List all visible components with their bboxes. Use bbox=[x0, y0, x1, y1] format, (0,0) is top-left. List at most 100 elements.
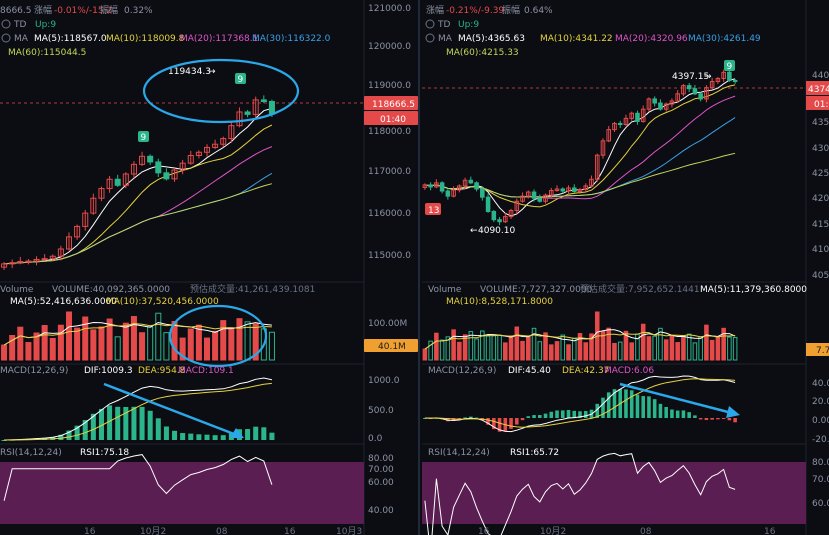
volume-bar bbox=[422, 348, 428, 361]
header-change-label: 涨幅 bbox=[426, 4, 444, 16]
td-marker bbox=[425, 203, 441, 215]
last-price-tag bbox=[806, 81, 829, 95]
rsi-value: RSI1:75.18 bbox=[80, 448, 129, 458]
macd-histogram-bar bbox=[261, 427, 267, 440]
volume-bar bbox=[675, 342, 680, 361]
eye-icon[interactable] bbox=[1, 33, 11, 43]
volume-bar bbox=[41, 325, 48, 361]
volume-bar bbox=[179, 337, 186, 361]
volume-bar bbox=[82, 316, 89, 361]
macd-histogram-bar bbox=[245, 429, 251, 440]
left-macd bbox=[1, 377, 275, 441]
countdown-tag bbox=[806, 96, 829, 110]
ma5-line bbox=[4, 107, 273, 265]
volume-bar bbox=[212, 330, 219, 361]
candle-body bbox=[17, 260, 24, 264]
candle-body bbox=[195, 151, 202, 156]
ma60-label: MA(60):115044.5 bbox=[8, 48, 86, 58]
macd-histogram-bar bbox=[675, 410, 680, 418]
left-rsi bbox=[3, 454, 273, 501]
volume-bar bbox=[640, 323, 646, 361]
macd-histogram-bar bbox=[538, 415, 542, 418]
candle-body bbox=[727, 71, 732, 82]
macd-histogram-bar bbox=[664, 407, 668, 418]
volume-bar bbox=[236, 318, 243, 361]
price-axis-label: 118000.0 bbox=[368, 127, 411, 137]
header-price: 8666.5 bbox=[0, 6, 32, 16]
rsi-axis-label: 80.00 bbox=[812, 458, 829, 468]
candle-body bbox=[704, 87, 709, 100]
volume-bar bbox=[480, 330, 485, 361]
last-price-tag-text: 4374 bbox=[808, 85, 829, 95]
volume-bar bbox=[106, 318, 113, 361]
macd-histogram-bar bbox=[474, 417, 479, 419]
candle-body bbox=[600, 140, 606, 156]
date-axis-label: 10月3 bbox=[336, 526, 362, 535]
macd-axis-label: 0.00 bbox=[812, 416, 829, 426]
ma-label: MA bbox=[14, 34, 29, 44]
eye-icon[interactable] bbox=[1, 19, 11, 29]
ma60-label: MA(60):4215.33 bbox=[446, 48, 519, 58]
td-label: TD bbox=[437, 20, 450, 30]
volume-bar bbox=[727, 336, 732, 361]
candle-body bbox=[681, 85, 686, 95]
date-axis-label: 08 bbox=[640, 527, 652, 535]
candle-body bbox=[646, 98, 652, 110]
ma20-label: MA(20):117368.1 bbox=[180, 34, 258, 44]
volume-bar bbox=[474, 338, 479, 361]
volume-ma5: MA(5):11,379,360.8000 bbox=[700, 285, 807, 295]
macd-histogram-bar bbox=[497, 418, 502, 432]
macd-histogram-bar bbox=[710, 418, 714, 420]
price-axis-label: 115000.0 bbox=[368, 251, 411, 261]
macd-histogram-bar bbox=[549, 411, 554, 418]
volume-ma5-line bbox=[424, 329, 736, 350]
volume-ma10: MA(10):8,528,171.8000 bbox=[446, 297, 553, 307]
candle-body bbox=[220, 138, 227, 145]
date-axis-label: 08 bbox=[216, 527, 228, 535]
macd-histogram-bar bbox=[721, 418, 726, 419]
rsi-band bbox=[0, 462, 364, 524]
candle-body bbox=[526, 191, 531, 197]
macd-histogram-bar bbox=[566, 409, 571, 418]
candle-body bbox=[244, 111, 251, 115]
eye-icon[interactable] bbox=[425, 19, 435, 29]
candle-body bbox=[163, 172, 170, 180]
countdown-tag-text: 01: bbox=[814, 100, 828, 110]
right-chart-panel[interactable]: 涨幅 -0.21%/-9.39 振幅 0.64% TD Up:9 MA MA(5… bbox=[422, 0, 829, 535]
left-chart-panel[interactable]: 8666.5 涨幅 -0.01%/-15.2 振幅 0.32% TD Up:9 … bbox=[0, 0, 418, 535]
price-axis-label: 4200 bbox=[812, 194, 829, 204]
volume-axis-label: 100.00M bbox=[368, 319, 407, 329]
volume-bar bbox=[543, 332, 548, 361]
candle-body bbox=[721, 71, 726, 79]
macd-histogram-bar bbox=[98, 408, 104, 440]
candle-body bbox=[203, 146, 211, 153]
candle-body bbox=[612, 122, 617, 131]
panel-divider bbox=[418, 0, 420, 535]
eye-icon[interactable] bbox=[425, 33, 435, 43]
volume-estimate: 预估成交量:41,261,439.1081 bbox=[190, 283, 315, 295]
ma-label: MA bbox=[438, 34, 453, 44]
macd-histogram-bar bbox=[670, 409, 674, 418]
date-axis-label: 16 bbox=[284, 527, 296, 535]
date-axis-label: 10月2 bbox=[540, 526, 566, 535]
macd-dea-line bbox=[4, 382, 272, 441]
candle-body bbox=[709, 81, 715, 89]
macd-axis-label: 0.0 bbox=[368, 434, 383, 444]
price-axis-label: 4050 bbox=[812, 271, 829, 281]
macd-dif: DIF:1009.3 bbox=[84, 366, 133, 376]
macd-histogram-bar bbox=[733, 418, 737, 423]
candle-body bbox=[640, 108, 646, 122]
macd-value: MACD:6.06 bbox=[604, 366, 654, 376]
candle-body bbox=[520, 195, 525, 202]
macd-histogram-bar bbox=[595, 403, 600, 418]
candle-body bbox=[652, 98, 657, 104]
rsi-axis-label: 60.00 bbox=[812, 499, 829, 509]
right-macd bbox=[423, 375, 737, 433]
date-axis-label: 16 bbox=[478, 527, 490, 535]
trend-arrow-head bbox=[230, 428, 244, 438]
candle-body bbox=[692, 88, 698, 95]
macd-title: MACD(12,26,9) bbox=[0, 366, 68, 376]
volume-bar bbox=[715, 336, 721, 361]
volume-bar bbox=[612, 342, 617, 361]
